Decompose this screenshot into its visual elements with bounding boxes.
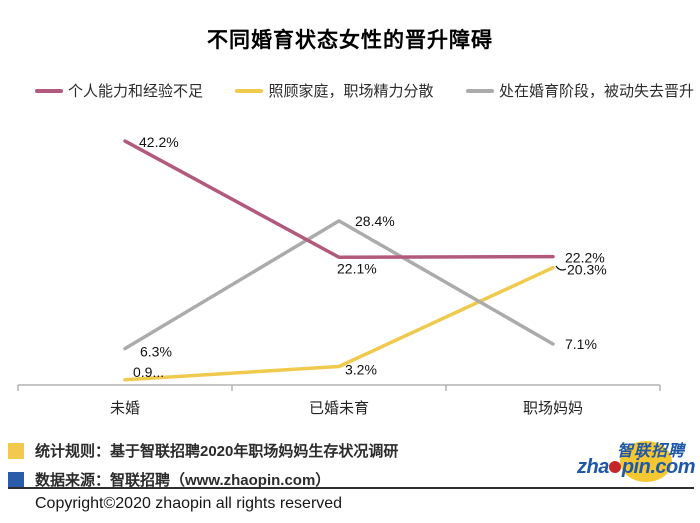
footnote-data-source: 数据来源：智联招聘（www.zhaopin.com）: [8, 469, 398, 490]
series-line-1: [123, 265, 555, 382]
point-value-label: 28.4%: [355, 213, 395, 229]
legend-label: 个人能力和经验不足: [68, 83, 204, 100]
legend-label: 照顾家庭，职场精力分散: [268, 83, 434, 100]
line-chart: 未婚 已婚未育 职场妈妈 42.2% 22.1% 22.2% 0.9... 3.2% 20.3%…: [17, 134, 661, 417]
x-axis-category-label: 未婚: [110, 400, 140, 417]
legend-swatch-gray: [465, 88, 494, 93]
footer-divider: [8, 487, 694, 489]
legend-swatch-pink: [35, 88, 63, 93]
legend-item-personal-ability: 个人能力和经验不足: [35, 80, 203, 101]
footnote-text: 统计规则：基于智联招聘2020年职场妈妈生存状况调研: [35, 443, 399, 460]
point-value-label: 3.2%: [345, 362, 377, 378]
chart-title: 不同婚育状态女性的晋升障碍: [207, 29, 493, 52]
footnotes: 统计规则：基于智联招聘2020年职场妈妈生存状况调研 数据来源：智联招聘（www…: [8, 440, 398, 498]
logo-yellow-circle: [620, 441, 672, 482]
logo-red-dot-icon: [609, 461, 622, 473]
point-value-label: 6.3%: [140, 344, 172, 360]
series-line-2: [123, 219, 555, 351]
chart-legend: 个人能力和经验不足 照顾家庭，职场精力分散 处在婚育阶段，被动失去晋升: [35, 80, 694, 101]
yellow-square-marker: [8, 442, 24, 459]
x-axis-category-label: 职场妈妈: [523, 400, 583, 417]
copyright-text: Copyright©2020 zhaopin all rights reserv…: [35, 495, 343, 512]
logo-domain-prefix: zha: [577, 456, 609, 478]
legend-item-family-care: 照顾家庭，职场精力分散: [235, 80, 434, 101]
point-value-label: 22.2%: [565, 250, 605, 266]
zhaopin-logo: 智联招聘 zha pin.com: [577, 437, 698, 487]
legend-item-marriage-stage: 处在婚育阶段，被动失去晋升: [465, 80, 694, 101]
point-value-label: 7.1%: [565, 336, 597, 352]
logo-domain-suffix: pin.com: [621, 456, 696, 478]
footnote-statistic-rule: 统计规则：基于智联招聘2020年职场妈妈生存状况调研: [8, 440, 398, 461]
footnote-text: 数据来源：智联招聘（www.zhaopin.com）: [35, 472, 331, 489]
point-value-label: 22.1%: [337, 260, 377, 276]
point-value-label: 0.9...: [133, 364, 164, 380]
legend-swatch-yellow: [235, 88, 264, 93]
logo-domain-text: zha pin.com: [577, 456, 696, 479]
point-value-label: 42.2%: [139, 134, 179, 150]
series-line-0: [123, 139, 555, 260]
blue-square-marker: [8, 471, 24, 488]
legend-label: 处在婚育阶段，被动失去晋升: [498, 83, 694, 100]
point-value-label: 20.3%: [567, 262, 607, 278]
logo-chinese-text: 智联招聘: [617, 443, 686, 460]
label-leader-line: [555, 265, 567, 271]
x-axis-category-label: 已婚未育: [309, 400, 369, 417]
